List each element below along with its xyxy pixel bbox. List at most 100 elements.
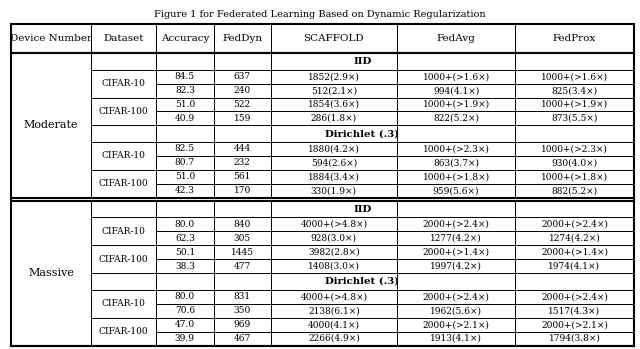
Text: 159: 159 (234, 114, 251, 123)
Text: 47.0: 47.0 (175, 320, 195, 329)
Text: 1000+(>1.9×): 1000+(>1.9×) (422, 100, 490, 109)
Text: FedProx: FedProx (553, 34, 596, 43)
Text: Device Number: Device Number (10, 34, 92, 43)
Text: CIFAR-10: CIFAR-10 (102, 79, 146, 88)
Text: 62.3: 62.3 (175, 234, 195, 243)
Text: 82.5: 82.5 (175, 144, 195, 154)
Text: 882(5.2×): 882(5.2×) (552, 186, 598, 195)
Text: 4000+(>4.8×): 4000+(>4.8×) (300, 292, 367, 301)
Text: CIFAR-100: CIFAR-100 (99, 327, 148, 336)
Text: 1274(4.2×): 1274(4.2×) (548, 234, 600, 243)
Text: 1884(3.4×): 1884(3.4×) (308, 172, 360, 181)
Text: 477: 477 (234, 262, 251, 271)
Text: 170: 170 (234, 186, 251, 195)
Text: 1962(5.6×): 1962(5.6×) (430, 306, 482, 315)
Text: 2000+(>2.4×): 2000+(>2.4×) (541, 292, 608, 301)
Text: 38.3: 38.3 (175, 262, 195, 271)
Text: 4000(4.1×): 4000(4.1×) (308, 320, 360, 329)
Text: 822(5.2×): 822(5.2×) (433, 114, 479, 123)
Text: 1445: 1445 (230, 248, 253, 257)
Text: 80.7: 80.7 (175, 158, 195, 168)
Text: 1277(4.2×): 1277(4.2×) (430, 234, 482, 243)
Text: 928(3.0×): 928(3.0×) (311, 234, 357, 243)
Text: 512(2.1×): 512(2.1×) (311, 86, 357, 95)
Text: FedDyn: FedDyn (222, 34, 262, 43)
Text: 1000+(>1.9×): 1000+(>1.9×) (541, 100, 608, 109)
Text: 51.0: 51.0 (175, 172, 195, 181)
Text: 2000+(>2.1×): 2000+(>2.1×) (541, 320, 608, 329)
Text: 2000+(>1.4×): 2000+(>1.4×) (541, 248, 608, 257)
Text: CIFAR-100: CIFAR-100 (99, 255, 148, 264)
Text: 39.9: 39.9 (175, 334, 195, 343)
Text: SCAFFOLD: SCAFFOLD (303, 34, 364, 43)
Text: IID: IID (353, 205, 372, 214)
Text: 1852(2.9×): 1852(2.9×) (308, 72, 360, 81)
Text: 1000+(>1.6×): 1000+(>1.6×) (541, 72, 608, 81)
Text: 305: 305 (234, 234, 251, 243)
Text: 1997(4.2×): 1997(4.2×) (430, 262, 482, 271)
Text: 594(2.6×): 594(2.6×) (310, 158, 357, 168)
Text: 1517(4.3×): 1517(4.3×) (548, 306, 600, 315)
Text: 2000+(>2.4×): 2000+(>2.4×) (541, 220, 608, 229)
Text: 70.6: 70.6 (175, 306, 195, 315)
Text: Dirichlet (.3): Dirichlet (.3) (325, 129, 399, 138)
Text: 51.0: 51.0 (175, 100, 195, 109)
Text: 1974(4.1×): 1974(4.1×) (548, 262, 600, 271)
Text: 232: 232 (234, 158, 251, 168)
Text: 350: 350 (234, 306, 251, 315)
Text: 1000+(>1.8×): 1000+(>1.8×) (422, 172, 490, 181)
Text: 240: 240 (234, 86, 251, 95)
Text: CIFAR-10: CIFAR-10 (102, 299, 146, 308)
Text: IID: IID (353, 57, 372, 66)
Text: 1854(3.6×): 1854(3.6×) (308, 100, 360, 109)
Text: 863(3.7×): 863(3.7×) (433, 158, 479, 168)
Text: 2000+(>2.1×): 2000+(>2.1×) (422, 320, 490, 329)
Text: 1794(3.8×): 1794(3.8×) (548, 334, 600, 343)
Text: 330(1.9×): 330(1.9×) (311, 186, 357, 195)
Text: 930(4.0×): 930(4.0×) (552, 158, 598, 168)
Text: CIFAR-10: CIFAR-10 (102, 151, 146, 161)
Text: 80.0: 80.0 (175, 220, 195, 229)
Text: 40.9: 40.9 (175, 114, 195, 123)
Text: 50.1: 50.1 (175, 248, 195, 257)
Text: 840: 840 (234, 220, 251, 229)
Text: 444: 444 (234, 144, 251, 154)
Text: Massive: Massive (28, 268, 74, 278)
Text: 831: 831 (234, 292, 251, 301)
Text: 1408(3.0×): 1408(3.0×) (308, 262, 360, 271)
Text: Moderate: Moderate (24, 120, 79, 131)
Text: 2000+(>1.4×): 2000+(>1.4×) (422, 248, 490, 257)
Text: 969: 969 (234, 320, 251, 329)
Text: 1000+(>1.6×): 1000+(>1.6×) (422, 72, 490, 81)
Text: CIFAR-100: CIFAR-100 (99, 107, 148, 116)
Text: 3982(2.8×): 3982(2.8×) (308, 248, 360, 257)
Text: 825(3.4×): 825(3.4×) (552, 86, 598, 95)
Text: 2000+(>2.4×): 2000+(>2.4×) (422, 292, 490, 301)
Text: Accuracy: Accuracy (161, 34, 209, 43)
Text: 873(5.5×): 873(5.5×) (551, 114, 598, 123)
Text: 1000+(>2.3×): 1000+(>2.3×) (422, 144, 490, 154)
Text: 959(5.6×): 959(5.6×) (433, 186, 479, 195)
Text: 2138(6.1×): 2138(6.1×) (308, 306, 360, 315)
Text: 82.3: 82.3 (175, 86, 195, 95)
Text: 1913(4.1×): 1913(4.1×) (430, 334, 482, 343)
Text: 561: 561 (234, 172, 251, 181)
Text: 2000+(>2.4×): 2000+(>2.4×) (422, 220, 490, 229)
Text: CIFAR-100: CIFAR-100 (99, 179, 148, 188)
Text: Dirichlet (.3): Dirichlet (.3) (325, 277, 399, 286)
Text: Dataset: Dataset (104, 34, 144, 43)
Text: 286(1.8×): 286(1.8×) (311, 114, 357, 123)
Text: 42.3: 42.3 (175, 186, 195, 195)
Text: CIFAR-10: CIFAR-10 (102, 227, 146, 236)
Text: 2266(4.9×): 2266(4.9×) (308, 334, 360, 343)
Text: 637: 637 (234, 72, 251, 81)
Text: 994(4.1×): 994(4.1×) (433, 86, 479, 95)
Text: 522: 522 (234, 100, 251, 109)
Text: 80.0: 80.0 (175, 292, 195, 301)
Text: FedAvg: FedAvg (436, 34, 476, 43)
Text: 467: 467 (234, 334, 251, 343)
Text: 1880(4.2×): 1880(4.2×) (308, 144, 360, 154)
Text: 1000+(>2.3×): 1000+(>2.3×) (541, 144, 608, 154)
Text: 1000+(>1.8×): 1000+(>1.8×) (541, 172, 608, 181)
Text: 84.5: 84.5 (175, 72, 195, 81)
